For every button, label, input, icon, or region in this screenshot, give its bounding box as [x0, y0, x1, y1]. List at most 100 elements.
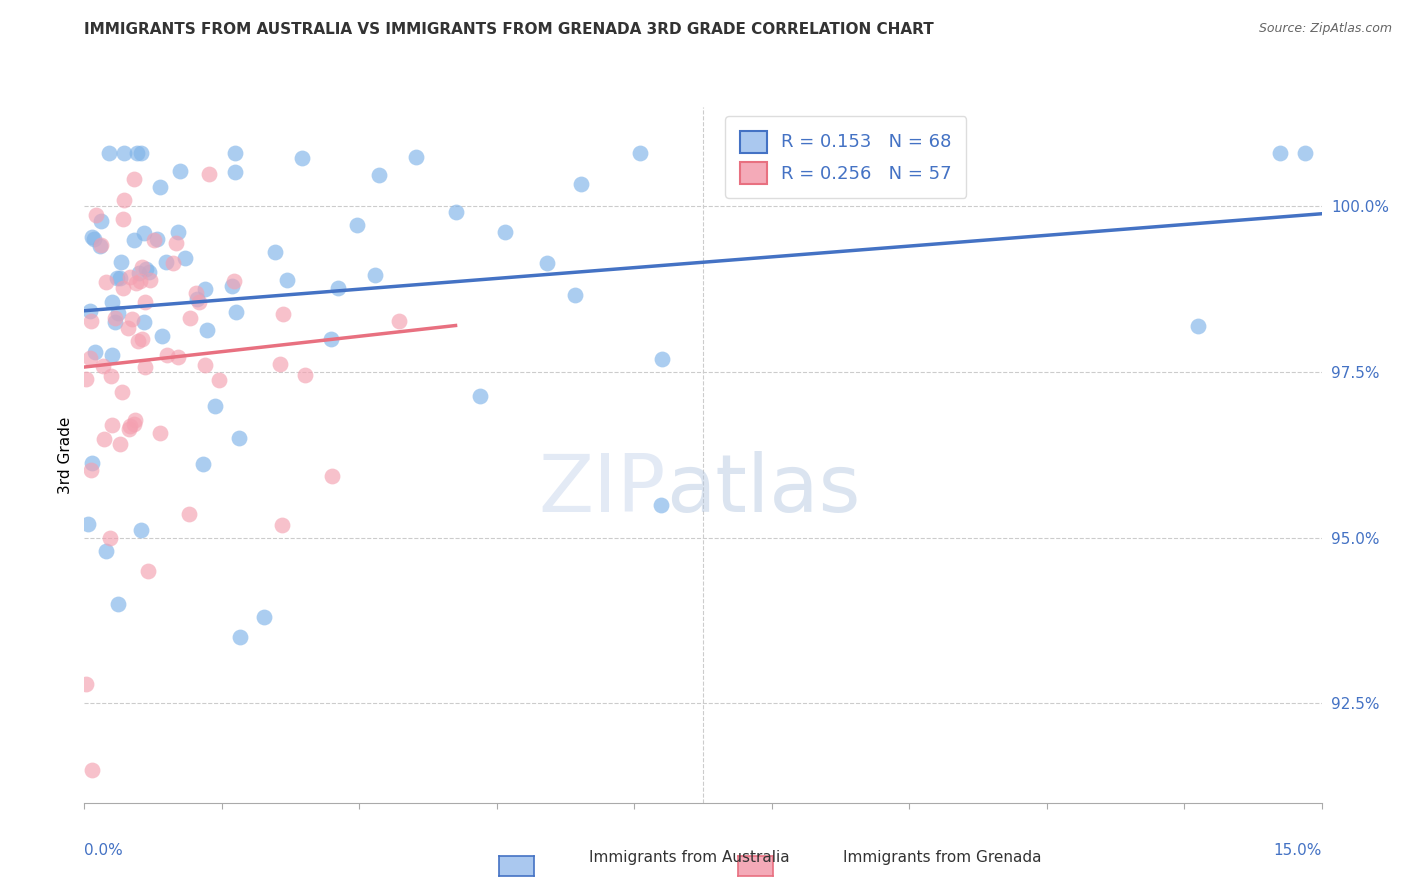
Point — [221, 279, 243, 293]
Point — [107, 597, 129, 611]
Point — [263, 245, 285, 260]
Point — [319, 332, 342, 346]
Point — [628, 146, 651, 161]
Point — [187, 295, 209, 310]
Point — [80, 456, 103, 470]
Point — [134, 227, 156, 241]
Point — [131, 332, 153, 346]
Point — [124, 412, 146, 426]
Point — [564, 288, 586, 302]
Point — [198, 167, 221, 181]
Text: IMMIGRANTS FROM AUSTRALIA VS IMMIGRANTS FROM GRENADA 3RD GRADE CORRELATION CHART: IMMIGRANTS FROM AUSTRALIA VS IMMIGRANTS … — [84, 22, 934, 37]
Point — [104, 311, 127, 326]
Point — [90, 237, 112, 252]
Point — [122, 172, 145, 186]
Point — [79, 463, 101, 477]
Point — [139, 272, 162, 286]
Point — [75, 372, 97, 386]
Point — [117, 320, 139, 334]
Text: 15.0%: 15.0% — [1274, 843, 1322, 858]
Point — [1270, 146, 1292, 161]
Point — [79, 351, 101, 366]
Point — [229, 630, 252, 644]
Point — [252, 610, 274, 624]
Point — [405, 150, 427, 164]
Point — [125, 277, 148, 291]
Point — [138, 265, 160, 279]
Point — [118, 270, 141, 285]
Point — [111, 385, 134, 400]
Point — [135, 261, 157, 276]
Point — [166, 225, 188, 239]
Point — [195, 323, 218, 337]
Point — [98, 531, 121, 545]
Point — [1187, 319, 1209, 334]
Point — [82, 763, 104, 777]
Point — [134, 315, 156, 329]
Point — [101, 347, 124, 361]
Point — [326, 281, 349, 295]
Point — [121, 311, 143, 326]
Point — [162, 256, 184, 270]
Point — [110, 437, 132, 451]
Point — [228, 431, 250, 445]
Point — [193, 457, 215, 471]
Point — [224, 164, 246, 178]
Point — [165, 235, 187, 250]
Point — [536, 256, 558, 270]
Point — [111, 212, 134, 227]
Point — [150, 328, 173, 343]
Point — [651, 352, 673, 367]
Point — [93, 432, 115, 446]
Point — [134, 360, 156, 375]
Text: Source: ZipAtlas.com: Source: ZipAtlas.com — [1258, 22, 1392, 36]
Point — [128, 266, 150, 280]
Point — [1294, 146, 1316, 161]
Point — [122, 417, 145, 431]
Point — [184, 285, 207, 300]
Point — [208, 373, 231, 387]
Point — [131, 523, 153, 537]
Point — [470, 389, 492, 403]
Text: Immigrants from Australia: Immigrants from Australia — [589, 850, 789, 865]
Point — [101, 294, 124, 309]
Point — [112, 194, 135, 208]
Point — [110, 254, 132, 268]
Point — [107, 271, 129, 285]
Point — [94, 544, 117, 558]
Point — [179, 310, 201, 325]
Point — [364, 268, 387, 283]
Point — [91, 359, 114, 373]
Text: ZIP: ZIP — [538, 450, 666, 529]
Text: Immigrants from Grenada: Immigrants from Grenada — [842, 850, 1042, 865]
Point — [129, 274, 152, 288]
Point — [136, 564, 159, 578]
Point — [122, 234, 145, 248]
Point — [224, 274, 246, 288]
Point — [127, 334, 149, 348]
Point — [117, 422, 139, 436]
Point — [271, 517, 294, 532]
Point — [143, 233, 166, 247]
Point — [225, 305, 247, 319]
Point — [131, 260, 153, 274]
Point — [149, 426, 172, 441]
Point — [100, 368, 122, 383]
Point — [125, 146, 148, 161]
Point — [129, 146, 152, 161]
Point — [224, 146, 246, 161]
Point — [111, 281, 134, 295]
Point — [494, 225, 516, 239]
Point — [80, 314, 103, 328]
Legend: R = 0.153   N = 68, R = 0.256   N = 57: R = 0.153 N = 68, R = 0.256 N = 57 — [725, 116, 966, 198]
Point — [112, 146, 135, 161]
Point — [79, 304, 101, 318]
Point — [134, 295, 156, 310]
Point — [204, 399, 226, 413]
Point — [156, 348, 179, 362]
Point — [104, 316, 127, 330]
Point — [650, 498, 672, 512]
Point — [89, 239, 111, 253]
Point — [110, 271, 132, 285]
Point — [194, 282, 217, 296]
